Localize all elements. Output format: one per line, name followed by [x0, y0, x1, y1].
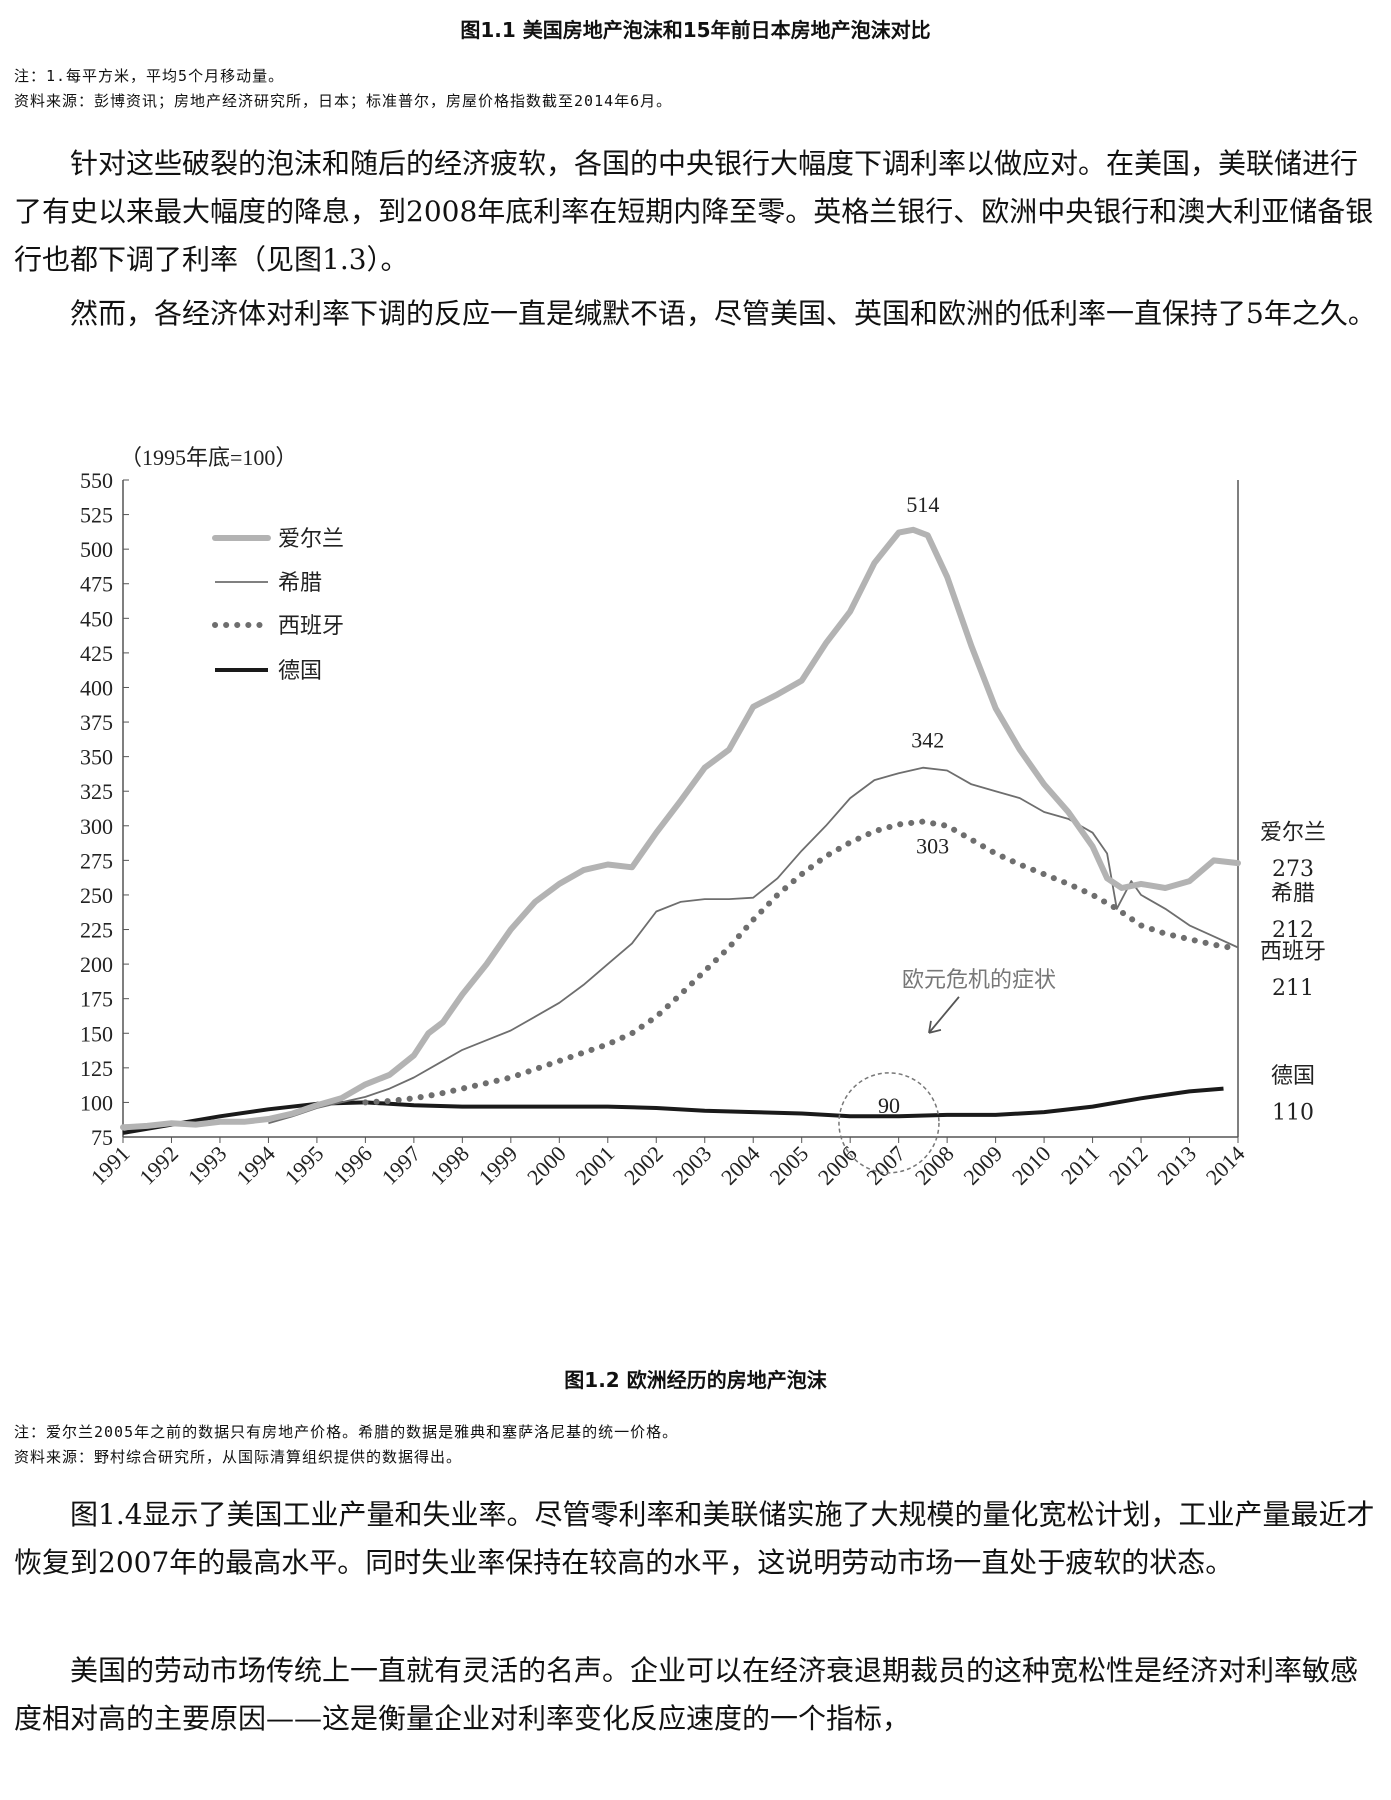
y-tick-label: 350: [80, 745, 113, 770]
y-unit-label: （1995年底=100）: [120, 445, 297, 470]
y-tick-label: 500: [80, 537, 113, 562]
x-tick-label: 1996: [328, 1141, 377, 1190]
end-name-greece: 希腊: [1271, 881, 1315, 906]
x-tick-label: 2001: [571, 1141, 620, 1190]
peak-label-ireland: 514: [906, 492, 939, 517]
x-tick-label: 2007: [861, 1141, 910, 1190]
end-value-spain: 211: [1272, 976, 1314, 1001]
y-tick-label: 325: [80, 779, 113, 804]
y-tick-label: 375: [80, 710, 113, 735]
x-tick-label: 1994: [231, 1141, 280, 1190]
x-tick-label: 2013: [1152, 1141, 1201, 1190]
x-tick-label: 2011: [1056, 1141, 1104, 1189]
y-tick-label: 200: [80, 952, 113, 977]
germany-dip-label: 90: [878, 1093, 900, 1118]
x-tick-label: 2006: [813, 1141, 862, 1190]
legend-label-spain: 西班牙: [278, 614, 344, 639]
series-line-greece: [268, 766, 1239, 1125]
end-value-greece: 212: [1272, 918, 1314, 943]
paragraph-interest-rate-cuts: 针对这些破裂的泡沫和随后的经济疲软，各国的中央银行大幅度下调利率以做应对。在美国…: [14, 147, 1374, 276]
y-tick-label: 475: [80, 572, 113, 597]
x-tick-label: 2012: [1104, 1141, 1153, 1190]
x-tick-label: 2010: [1007, 1141, 1056, 1190]
figure-source: 资料来源：野村综合研究所，从国际清算组织提供的数据得出。: [14, 1448, 463, 1466]
x-tick-label: 1995: [280, 1141, 329, 1190]
x-tick-label: 1998: [425, 1141, 474, 1190]
x-tick-label: 2008: [910, 1141, 959, 1190]
paragraph-labor-market: 美国的劳动市场传统上一直就有灵活的名声。企业可以在经济衰退期裁员的这种宽松性是经…: [14, 1654, 1359, 1735]
x-tick-label: 2009: [958, 1141, 1007, 1190]
x-tick-label: 1997: [377, 1141, 426, 1190]
x-tick-label: 2005: [764, 1141, 813, 1190]
figure-note: 注：爱尔兰2005年之前的数据只有房地产价格。希腊的数据是雅典和塞萨洛尼基的统一…: [14, 1423, 679, 1441]
end-name-germany: 德国: [1271, 1064, 1315, 1089]
x-tick-label: 2004: [716, 1141, 765, 1190]
y-tick-label: 450: [80, 606, 113, 631]
y-tick-label: 100: [80, 1090, 113, 1115]
y-tick-label: 75: [91, 1125, 113, 1150]
previous-figure-source: 资料来源：彭博资讯；房地产经济研究所，日本；标准普尔，房屋价格指数截至2014年…: [14, 92, 673, 110]
paragraph-low-rates-response: 然而，各经济体对利率下调的反应一直是缄默不语，尽管美国、英国和欧洲的低利率一直保…: [70, 297, 1376, 330]
euro-crisis-arrow: [928, 996, 960, 1034]
y-tick-label: 125: [80, 1056, 113, 1081]
x-tick-label: 1992: [134, 1141, 183, 1190]
end-name-ireland: 爱尔兰: [1260, 821, 1326, 846]
y-tick-label: 250: [80, 883, 113, 908]
series-line-spain: [362, 818, 1241, 1106]
y-tick-label: 175: [80, 987, 113, 1012]
series-line-ireland: [120, 526, 1241, 1131]
series-line-germany: [122, 1086, 1224, 1135]
y-tick-label: 225: [80, 918, 113, 943]
x-tick-label: 1993: [183, 1141, 232, 1190]
euro-crisis-arrowhead: [928, 1020, 942, 1034]
legend-label-greece: 希腊: [278, 571, 322, 596]
end-value-germany: 110: [1272, 1100, 1314, 1125]
y-tick-label: 275: [80, 848, 113, 873]
x-tick-label: 2002: [619, 1141, 668, 1190]
figure-title: 图1.2 欧洲经历的房地产泡沫: [564, 1368, 827, 1392]
x-tick-label: 1999: [474, 1141, 523, 1190]
end-value-ireland: 273: [1272, 857, 1314, 882]
euro-crisis-label: 欧元危机的症状: [902, 968, 1056, 993]
y-tick-label: 400: [80, 675, 113, 700]
previous-figure-title: 图1.1 美国房地产泡沫和15年前日本房地产泡沫对比: [460, 18, 931, 42]
previous-figure-note: 注：1.每平方米，平均5个月移动量。: [14, 67, 285, 85]
peak-label-greece: 342: [911, 728, 944, 753]
y-tick-label: 550: [80, 468, 113, 493]
legend-label-germany: 德国: [278, 659, 322, 684]
y-tick-label: 150: [80, 1021, 113, 1046]
end-name-spain: 西班牙: [1260, 940, 1326, 965]
x-tick-label: 2000: [522, 1141, 571, 1190]
y-tick-label: 525: [80, 503, 113, 528]
y-tick-label: 425: [80, 641, 113, 666]
x-tick-label: 2003: [667, 1141, 716, 1190]
paragraph-industrial-output: 图1.4显示了美国工业产量和失业率。尽管零利率和美联储实施了大规模的量化宽松计划…: [14, 1498, 1375, 1579]
y-tick-label: 300: [80, 814, 113, 839]
x-tick-label: 2014: [1201, 1141, 1250, 1190]
legend-label-ireland: 爱尔兰: [278, 527, 344, 552]
european-housing-bubble-chart: （1995年底=100） 75 100 125 150 175 200 225 250 275 30…: [80, 445, 1326, 1190]
peak-label-spain: 303: [916, 834, 949, 859]
